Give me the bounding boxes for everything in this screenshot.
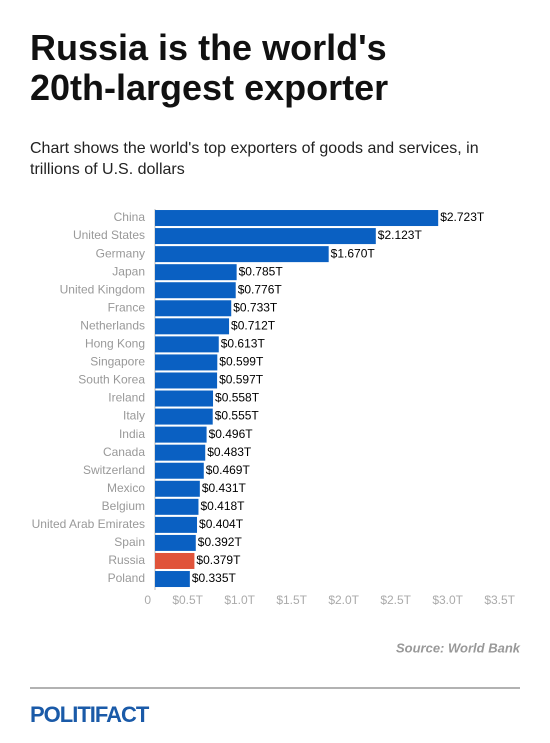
value-label: $0.469T [206, 463, 251, 477]
bar [155, 462, 204, 479]
bar [155, 498, 199, 515]
value-label: $0.555T [215, 409, 260, 423]
chart-title: Russia is the world's 20th-largest expor… [30, 27, 389, 108]
y-tick-label: Belgium [102, 499, 145, 513]
y-tick-label: Japan [112, 264, 145, 278]
bar [155, 534, 196, 551]
chart-subtitle: Chart shows the world's top exporters of… [30, 140, 479, 178]
bar [155, 390, 214, 407]
bar [155, 571, 190, 588]
x-tick-label: 0 [144, 593, 151, 607]
value-label: $0.558T [215, 391, 260, 405]
value-label: $0.733T [233, 300, 278, 314]
y-tick-label: Singapore [90, 355, 145, 369]
bar [155, 354, 218, 371]
value-label: $0.776T [238, 282, 283, 296]
value-label: $2.723T [440, 210, 485, 224]
y-tick-label: Hong Kong [85, 337, 145, 351]
bar [155, 516, 198, 533]
value-label: $0.785T [239, 264, 284, 278]
y-tick-label: Canada [103, 445, 145, 459]
bar [155, 228, 376, 245]
value-label: $1.670T [331, 246, 376, 260]
x-tick-label: $2.0T [328, 593, 359, 607]
bar [155, 372, 218, 389]
value-label: $2.123T [378, 228, 423, 242]
y-tick-label: Ireland [108, 391, 145, 405]
source: Source: World Bank [396, 640, 521, 655]
x-tick-label: $1.5T [276, 593, 307, 607]
bar [155, 336, 219, 353]
bar [155, 300, 232, 317]
y-tick-label: Mexico [107, 481, 145, 495]
y-tick-label: India [119, 427, 145, 441]
y-tick-label: Russia [108, 553, 145, 567]
bar [155, 552, 195, 569]
value-label: $0.404T [199, 517, 244, 531]
bar [155, 282, 236, 299]
x-tick-label: $2.5T [380, 593, 411, 607]
y-tick-label: United States [73, 228, 145, 242]
bar [155, 426, 207, 443]
y-tick-label: Germany [96, 246, 145, 260]
value-label: $0.496T [209, 427, 254, 441]
y-tick-label: Spain [114, 535, 145, 549]
bar [155, 246, 329, 263]
value-label: $0.392T [198, 535, 243, 549]
value-label: $0.613T [221, 337, 266, 351]
value-label: $0.483T [207, 445, 252, 459]
bar [155, 210, 439, 227]
y-tick-label: South Korea [78, 373, 145, 387]
y-tick-label: France [108, 300, 146, 314]
x-tick-label: $3.5T [484, 593, 515, 607]
value-label: $0.418T [200, 499, 245, 513]
bar [155, 444, 206, 461]
logo: POLITIFACT [30, 702, 150, 727]
bar [155, 264, 237, 281]
x-tick-label: $3.0T [432, 593, 463, 607]
value-label: $0.599T [219, 355, 264, 369]
y-tick-label: China [114, 210, 146, 224]
y-tick-label: United Arab Emirates [32, 517, 145, 531]
value-label: $0.597T [219, 373, 264, 387]
value-label: $0.379T [196, 553, 241, 567]
x-tick-label: $0.5T [172, 593, 203, 607]
bar [155, 318, 230, 335]
y-tick-label: United Kingdom [60, 282, 145, 296]
value-label: $0.431T [202, 481, 247, 495]
y-tick-label: Netherlands [80, 318, 145, 332]
x-tick-label: $1.0T [224, 593, 255, 607]
value-label: $0.712T [231, 318, 276, 332]
bar [155, 480, 200, 497]
bar [155, 408, 213, 425]
y-tick-label: Poland [108, 571, 145, 585]
y-tick-label: Italy [123, 409, 145, 423]
value-label: $0.335T [192, 571, 237, 585]
y-tick-label: Switzerland [83, 463, 145, 477]
